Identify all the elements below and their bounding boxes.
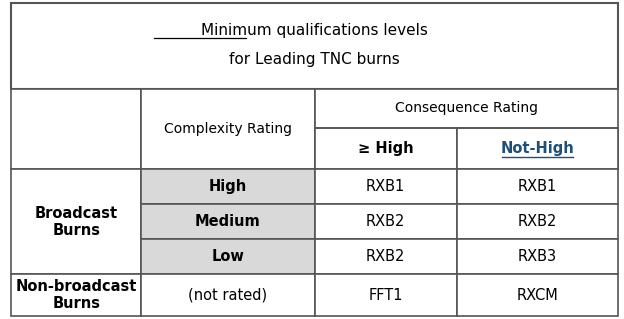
Text: ≥ High: ≥ High xyxy=(358,141,414,156)
Text: RXB2: RXB2 xyxy=(366,214,406,229)
Text: Medium: Medium xyxy=(195,214,261,229)
Text: RXB1: RXB1 xyxy=(518,179,557,194)
FancyBboxPatch shape xyxy=(141,169,314,204)
FancyBboxPatch shape xyxy=(314,128,457,169)
FancyBboxPatch shape xyxy=(457,128,618,169)
Text: Complexity Rating: Complexity Rating xyxy=(164,122,292,136)
FancyBboxPatch shape xyxy=(141,274,314,316)
Text: FFT1: FFT1 xyxy=(368,287,403,303)
Text: (not rated): (not rated) xyxy=(188,287,268,303)
FancyBboxPatch shape xyxy=(11,3,618,89)
FancyBboxPatch shape xyxy=(141,239,314,274)
Text: RXCM: RXCM xyxy=(517,287,558,303)
Text: Minimum qualifications levels: Minimum qualifications levels xyxy=(201,23,428,38)
FancyBboxPatch shape xyxy=(457,169,618,204)
Text: RXB3: RXB3 xyxy=(518,249,557,264)
Text: RXB1: RXB1 xyxy=(366,179,406,194)
FancyBboxPatch shape xyxy=(314,169,457,204)
FancyBboxPatch shape xyxy=(457,274,618,316)
Text: Consequence Rating: Consequence Rating xyxy=(394,101,538,115)
Text: High: High xyxy=(209,179,247,194)
FancyBboxPatch shape xyxy=(141,89,314,169)
Text: Non-broadcast
Burns: Non-broadcast Burns xyxy=(16,279,137,311)
FancyBboxPatch shape xyxy=(314,274,457,316)
FancyBboxPatch shape xyxy=(314,89,618,169)
Text: Not-High: Not-High xyxy=(500,141,574,156)
FancyBboxPatch shape xyxy=(11,274,141,316)
FancyBboxPatch shape xyxy=(11,169,141,274)
Text: RXB2: RXB2 xyxy=(518,214,557,229)
Text: RXB2: RXB2 xyxy=(366,249,406,264)
Text: Broadcast
Burns: Broadcast Burns xyxy=(35,205,118,238)
Text: for Leading TNC burns: for Leading TNC burns xyxy=(229,51,400,67)
FancyBboxPatch shape xyxy=(457,239,618,274)
Text: Low: Low xyxy=(212,249,245,264)
FancyBboxPatch shape xyxy=(457,204,618,239)
FancyBboxPatch shape xyxy=(141,204,314,239)
FancyBboxPatch shape xyxy=(314,204,457,239)
FancyBboxPatch shape xyxy=(11,89,141,169)
FancyBboxPatch shape xyxy=(314,239,457,274)
